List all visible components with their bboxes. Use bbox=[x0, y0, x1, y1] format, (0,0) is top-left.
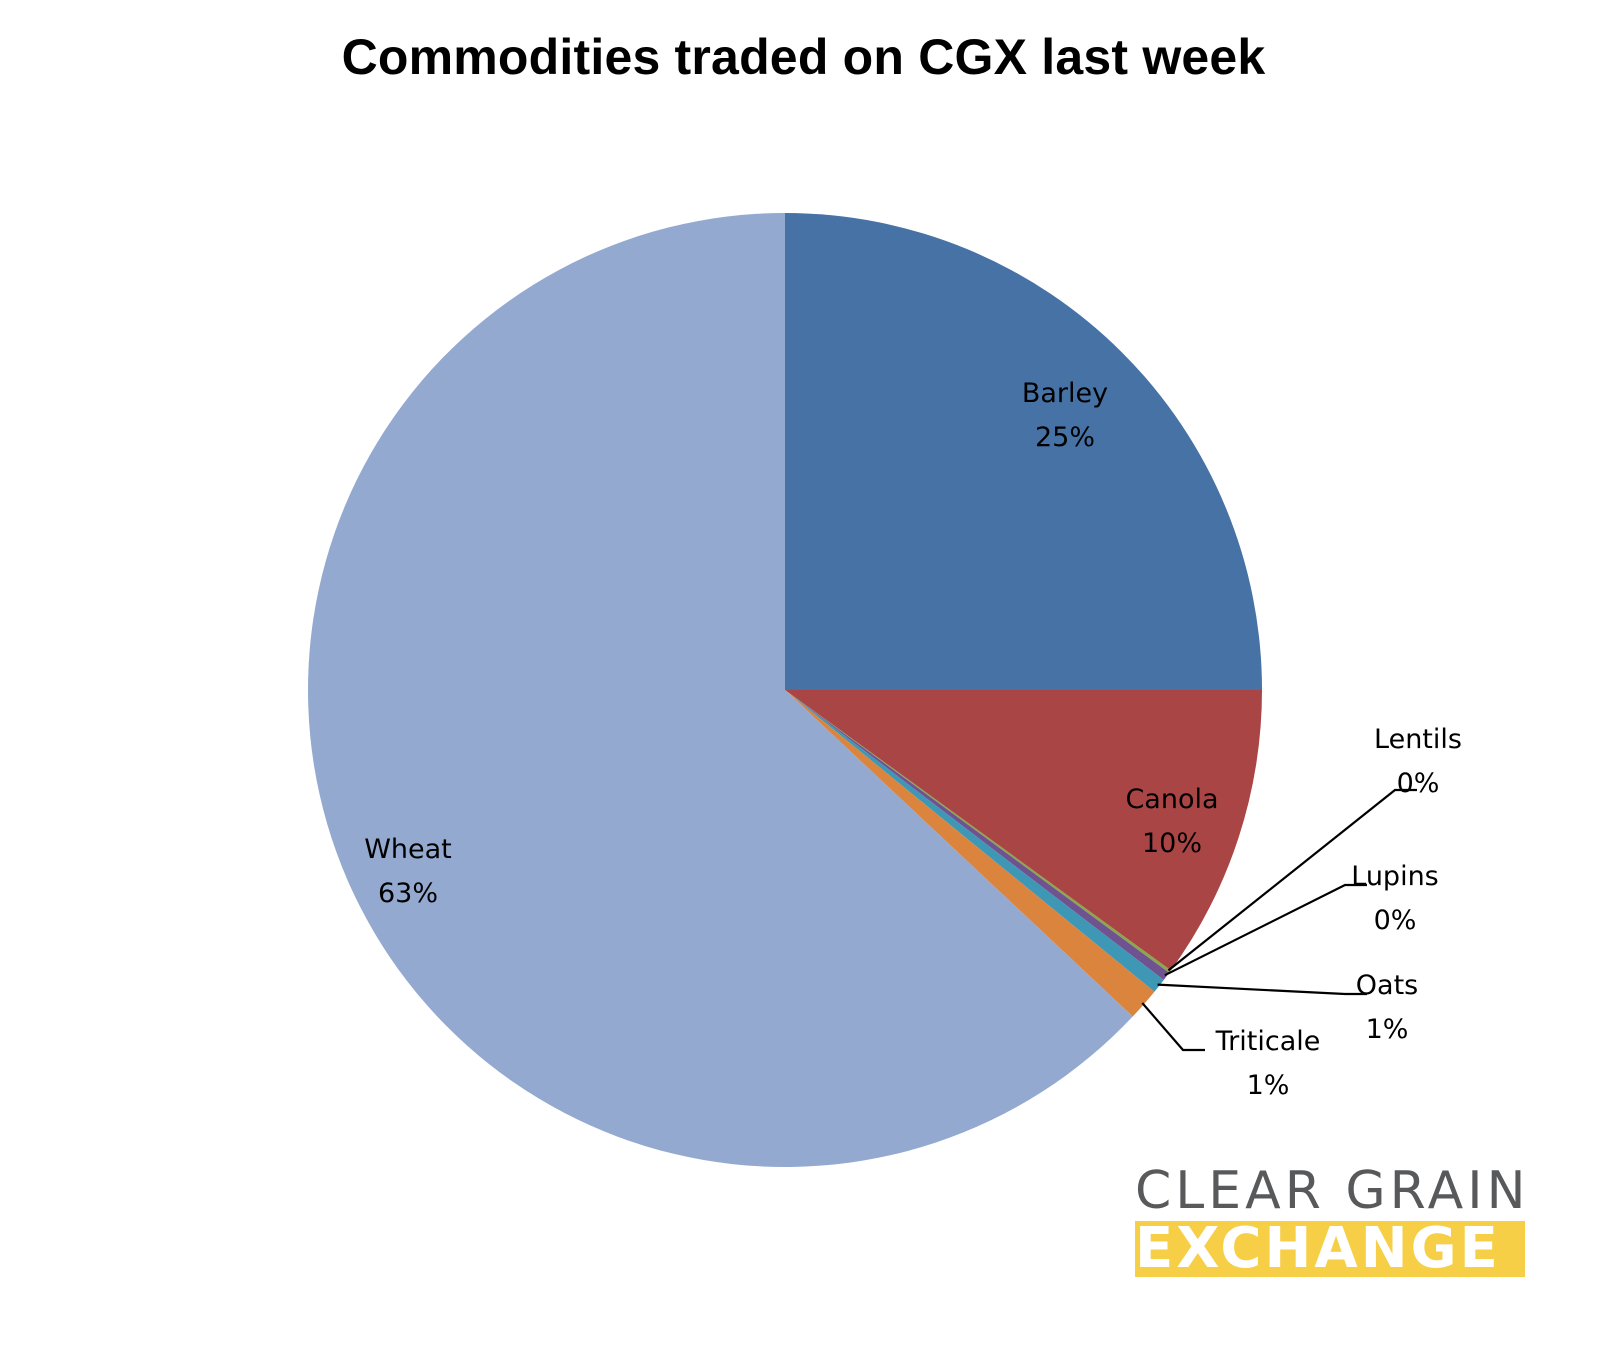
leader-line-lentils bbox=[1167, 788, 1417, 972]
pie-slice-canola bbox=[785, 690, 1262, 971]
slice-percent-lupins: 0% bbox=[1374, 905, 1417, 936]
leader-line-triticale bbox=[1141, 1002, 1205, 1052]
slice-label-lupins: Lupins bbox=[1351, 861, 1439, 892]
pie-slice-wheat bbox=[307, 213, 1133, 1167]
slice-label-wheat: Wheat bbox=[364, 834, 452, 865]
pie-slice-lentils bbox=[785, 690, 1171, 973]
slice-percent-triticale: 1% bbox=[1247, 1070, 1290, 1101]
clear-grain-exchange-logo: CLEAR GRAIN EXCHANGE bbox=[1135, 1161, 1530, 1277]
logo-text-exchange: EXCHANGE bbox=[1135, 1221, 1525, 1277]
slice-percent-oats: 1% bbox=[1366, 1014, 1409, 1045]
pie-slice-triticale bbox=[785, 690, 1155, 1017]
slice-labels: Barley 25% Canola 10% Lentils 0% Lupins 0% Oats 1… bbox=[364, 378, 1462, 1101]
pie-slice-oats bbox=[785, 690, 1164, 992]
pie-slice-lupins bbox=[785, 690, 1170, 980]
pie-slice-barley bbox=[785, 213, 1262, 690]
leader-lines bbox=[1141, 788, 1417, 1052]
leader-line-lupins bbox=[1164, 883, 1367, 977]
slice-percent-wheat: 63% bbox=[378, 878, 438, 909]
slice-percent-canola: 10% bbox=[1142, 828, 1202, 859]
leader-line-oats bbox=[1157, 983, 1367, 996]
slice-label-triticale: Triticale bbox=[1215, 1026, 1321, 1057]
slice-percent-lentils: 0% bbox=[1397, 768, 1440, 799]
logo-text-clear-grain: CLEAR GRAIN bbox=[1135, 1161, 1530, 1221]
pie-slices bbox=[307, 213, 1262, 1167]
chart-title: Commodities traded on CGX last week bbox=[341, 29, 1266, 85]
slice-percent-barley: 25% bbox=[1035, 422, 1095, 453]
slice-label-barley: Barley bbox=[1022, 378, 1108, 409]
slice-label-lentils: Lentils bbox=[1374, 724, 1462, 755]
slice-label-canola: Canola bbox=[1125, 784, 1218, 815]
slice-label-oats: Oats bbox=[1356, 970, 1418, 1001]
